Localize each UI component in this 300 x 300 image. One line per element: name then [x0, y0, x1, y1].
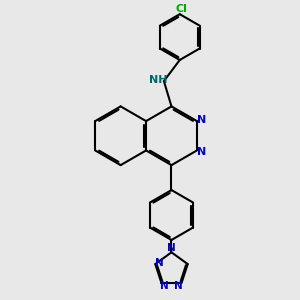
- Text: N: N: [197, 147, 206, 157]
- Text: N: N: [155, 258, 164, 268]
- Text: N: N: [197, 115, 206, 124]
- Text: N: N: [160, 281, 169, 291]
- Text: NH: NH: [149, 75, 168, 85]
- Text: Cl: Cl: [175, 4, 187, 14]
- Text: N: N: [174, 281, 183, 291]
- Text: N: N: [167, 243, 176, 253]
